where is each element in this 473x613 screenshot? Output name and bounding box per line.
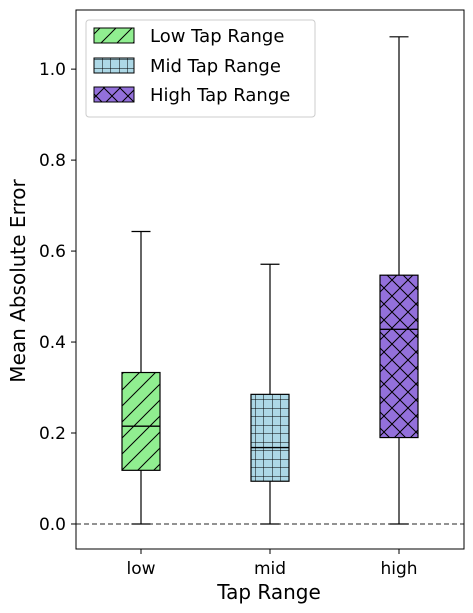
legend-label-low: Low Tap Range <box>150 26 284 47</box>
legend-label-mid: Mid Tap Range <box>150 56 281 77</box>
legend-hatch-mid <box>93 57 135 74</box>
x-axis-label: Tap Range <box>216 580 321 604</box>
y-tick-label-2: 0.4 <box>39 333 66 353</box>
legend-label-high: High Tap Range <box>150 85 290 106</box>
legend-frame <box>85 19 316 118</box>
x-tick-label-low: low <box>126 559 155 579</box>
legend-hatch-low <box>93 27 135 44</box>
box-hatch-mid <box>250 393 290 482</box>
y-tick-label-3: 0.6 <box>39 242 66 262</box>
box-hatch-low <box>121 371 161 471</box>
legend-hatch-high <box>93 86 135 103</box>
legend: Low Tap Range Mid Tap Range High Tap Ran… <box>85 19 316 118</box>
y-tick-label-4: 0.8 <box>39 151 66 171</box>
y-tick-label-0: 0.0 <box>39 515 66 535</box>
y-axis-label: Mean Absolute Error <box>6 179 30 383</box>
x-tick-label-high: high <box>380 559 417 579</box>
x-tick-label-mid: mid <box>254 559 286 579</box>
y-tick-label-1: 0.2 <box>39 424 66 444</box>
y-tick-label-5: 1.0 <box>39 60 66 80</box>
box-hatch-high <box>379 274 419 439</box>
